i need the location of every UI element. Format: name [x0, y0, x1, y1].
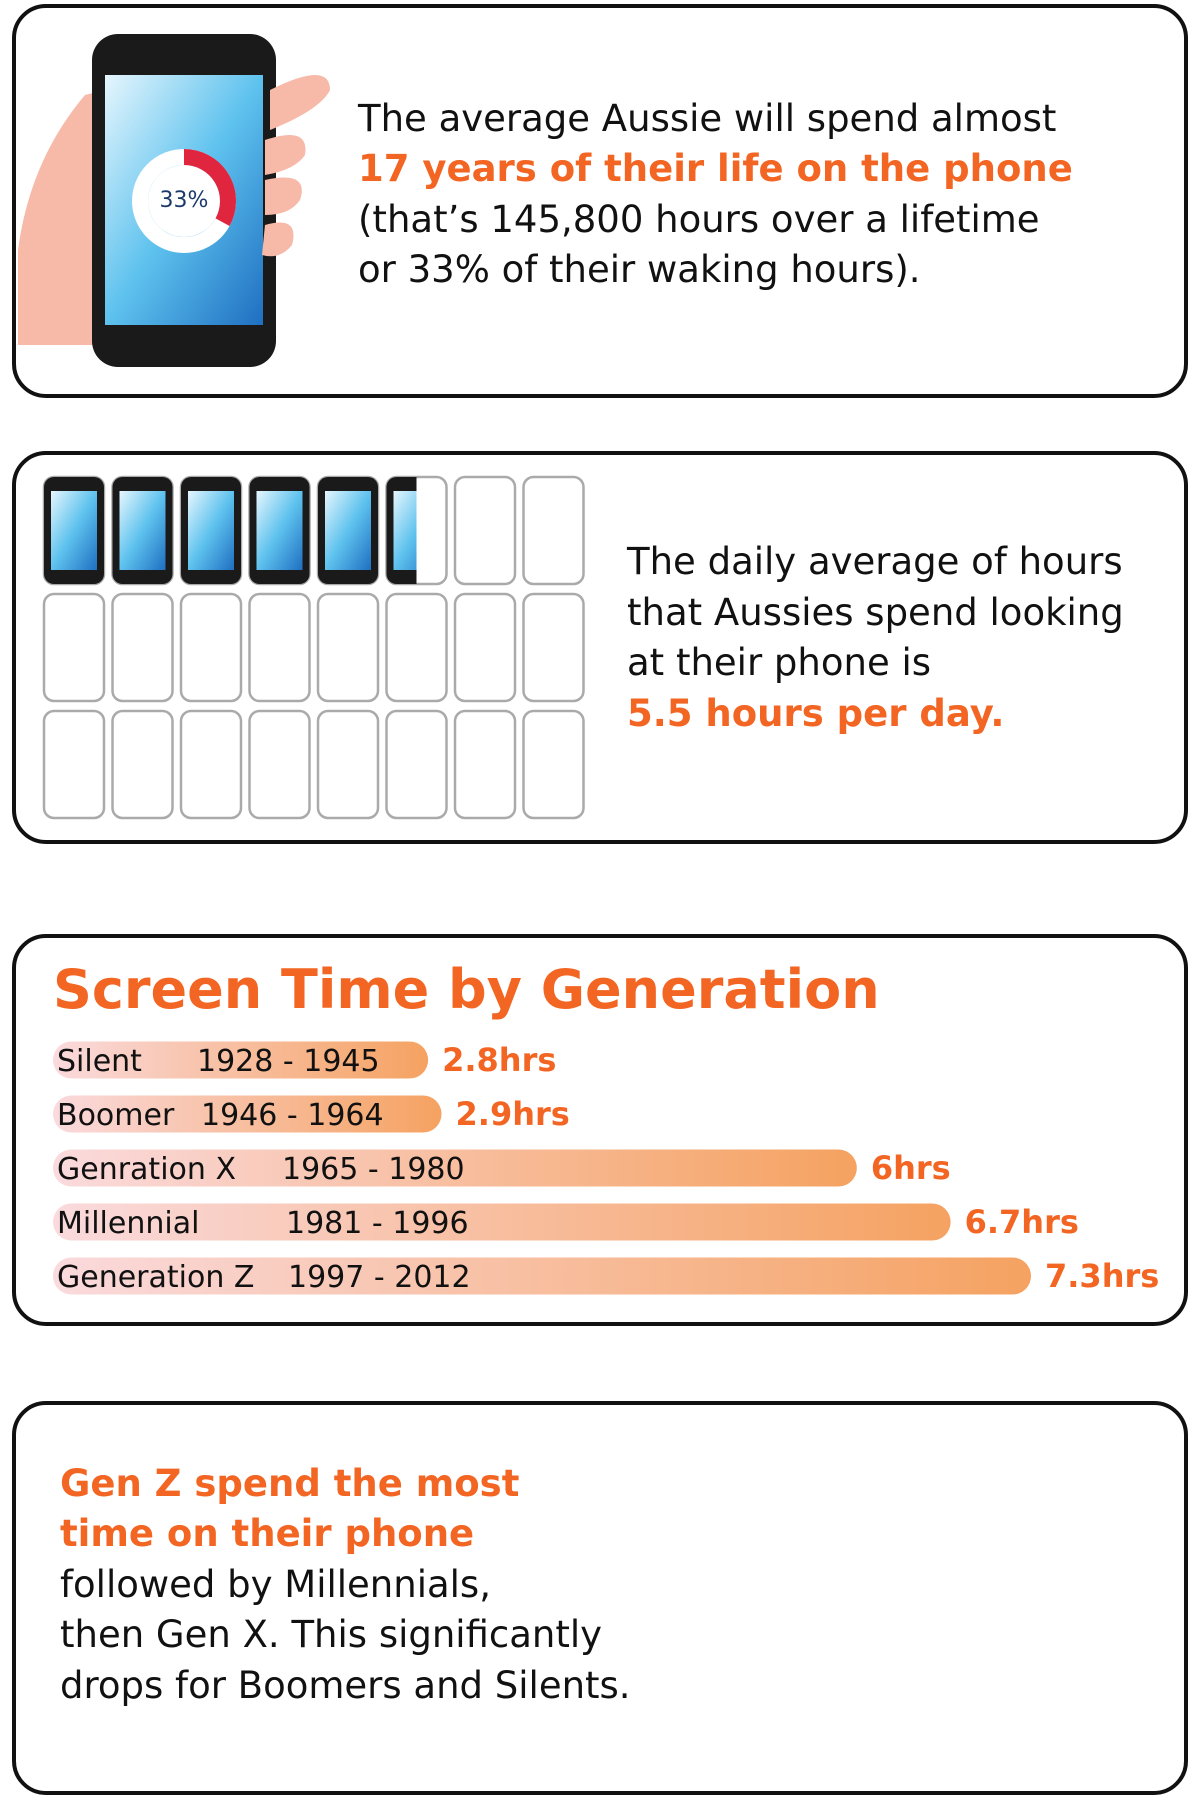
- phone-screen: [119, 491, 166, 570]
- body-text: at their phone is: [627, 641, 931, 684]
- panel: [12, 1401, 1188, 1795]
- bar: [53, 1203, 951, 1241]
- bar: [53, 1257, 1031, 1295]
- phone-hour: [318, 477, 378, 584]
- hand: [18, 90, 105, 345]
- empty-slot: [522, 475, 585, 586]
- year-label: 1965 - 1980: [282, 1152, 465, 1187]
- empty-slot: [42, 709, 106, 820]
- bar: [53, 1041, 429, 1079]
- phone-screen: [256, 491, 303, 570]
- body-text: or 33% of their waking hours).: [358, 248, 921, 291]
- body-text: The daily average of hours: [626, 540, 1123, 583]
- empty-slot: [179, 592, 243, 703]
- value-label: 2.8hrs: [442, 1041, 556, 1079]
- empty-slot: [316, 709, 380, 820]
- phone-hour: [181, 477, 241, 584]
- bar: [53, 1095, 442, 1133]
- phone-screen: [393, 491, 417, 570]
- chart-title: Screen Time by Generation: [53, 958, 880, 1021]
- body-text: drops for Boomers and Silents.: [60, 1664, 631, 1707]
- empty-slot: [248, 709, 311, 820]
- donut: [132, 149, 236, 253]
- year-label: 1928 - 1945: [197, 1044, 380, 1079]
- category-label: Generation Z: [57, 1260, 254, 1295]
- empty-slot: [385, 709, 448, 820]
- donut-arc: [183, 149, 236, 227]
- empty-slot: [453, 709, 517, 820]
- year-label: 1981 - 1996: [286, 1206, 469, 1241]
- empty-slot: [111, 709, 174, 820]
- value-label: 2.9hrs: [456, 1095, 570, 1133]
- highlight-text: time on their phone: [60, 1512, 474, 1555]
- fingers: [262, 75, 330, 257]
- empty-slot: [385, 592, 448, 703]
- empty-slot: [179, 709, 243, 820]
- empty-slot: [453, 592, 517, 703]
- category-label: Millennial: [57, 1206, 199, 1241]
- category-label: Genration X: [57, 1152, 236, 1187]
- year-label: 1997 - 2012: [288, 1260, 471, 1295]
- phone-hour: [386, 477, 417, 584]
- empty-slot: [111, 592, 174, 703]
- empty-slot: [522, 709, 585, 820]
- phone-screen: [51, 491, 97, 570]
- value-label: 6hrs: [871, 1149, 951, 1187]
- value-label: 6.7hrs: [965, 1203, 1079, 1241]
- empty-slot: [316, 592, 380, 703]
- phone-hour: [44, 477, 104, 584]
- phone-hour: [112, 477, 173, 584]
- empty-slot: [453, 475, 517, 586]
- highlight-text: 17 years of their life on the phone: [358, 147, 1073, 190]
- body-text: that Aussies spend looking: [627, 591, 1124, 634]
- category-label: Boomer: [57, 1098, 175, 1133]
- empty-slot: [42, 592, 106, 703]
- category-label: Silent: [57, 1044, 142, 1079]
- phone-hour: [249, 477, 310, 584]
- year-label: 1946 - 1964: [201, 1098, 384, 1133]
- body-text: The average Aussie will spend almost: [357, 97, 1056, 140]
- value-label: 7.3hrs: [1045, 1257, 1159, 1295]
- donut-label: 33%: [160, 188, 209, 213]
- body-text: then Gen X. This significantly: [60, 1613, 602, 1656]
- body-text: followed by Millennials,: [60, 1563, 491, 1606]
- bar: [53, 1149, 857, 1187]
- empty-slot: [248, 592, 311, 703]
- donut-center: [148, 165, 220, 237]
- highlight-text: 5.5 hours per day.: [627, 692, 1004, 735]
- phone-screen: [188, 491, 234, 570]
- body-text: (that’s 145,800 hours over a lifetime: [358, 198, 1040, 241]
- highlight-text: Gen Z spend the most: [60, 1462, 519, 1505]
- empty-slot: [522, 592, 585, 703]
- phone-screen: [325, 491, 371, 570]
